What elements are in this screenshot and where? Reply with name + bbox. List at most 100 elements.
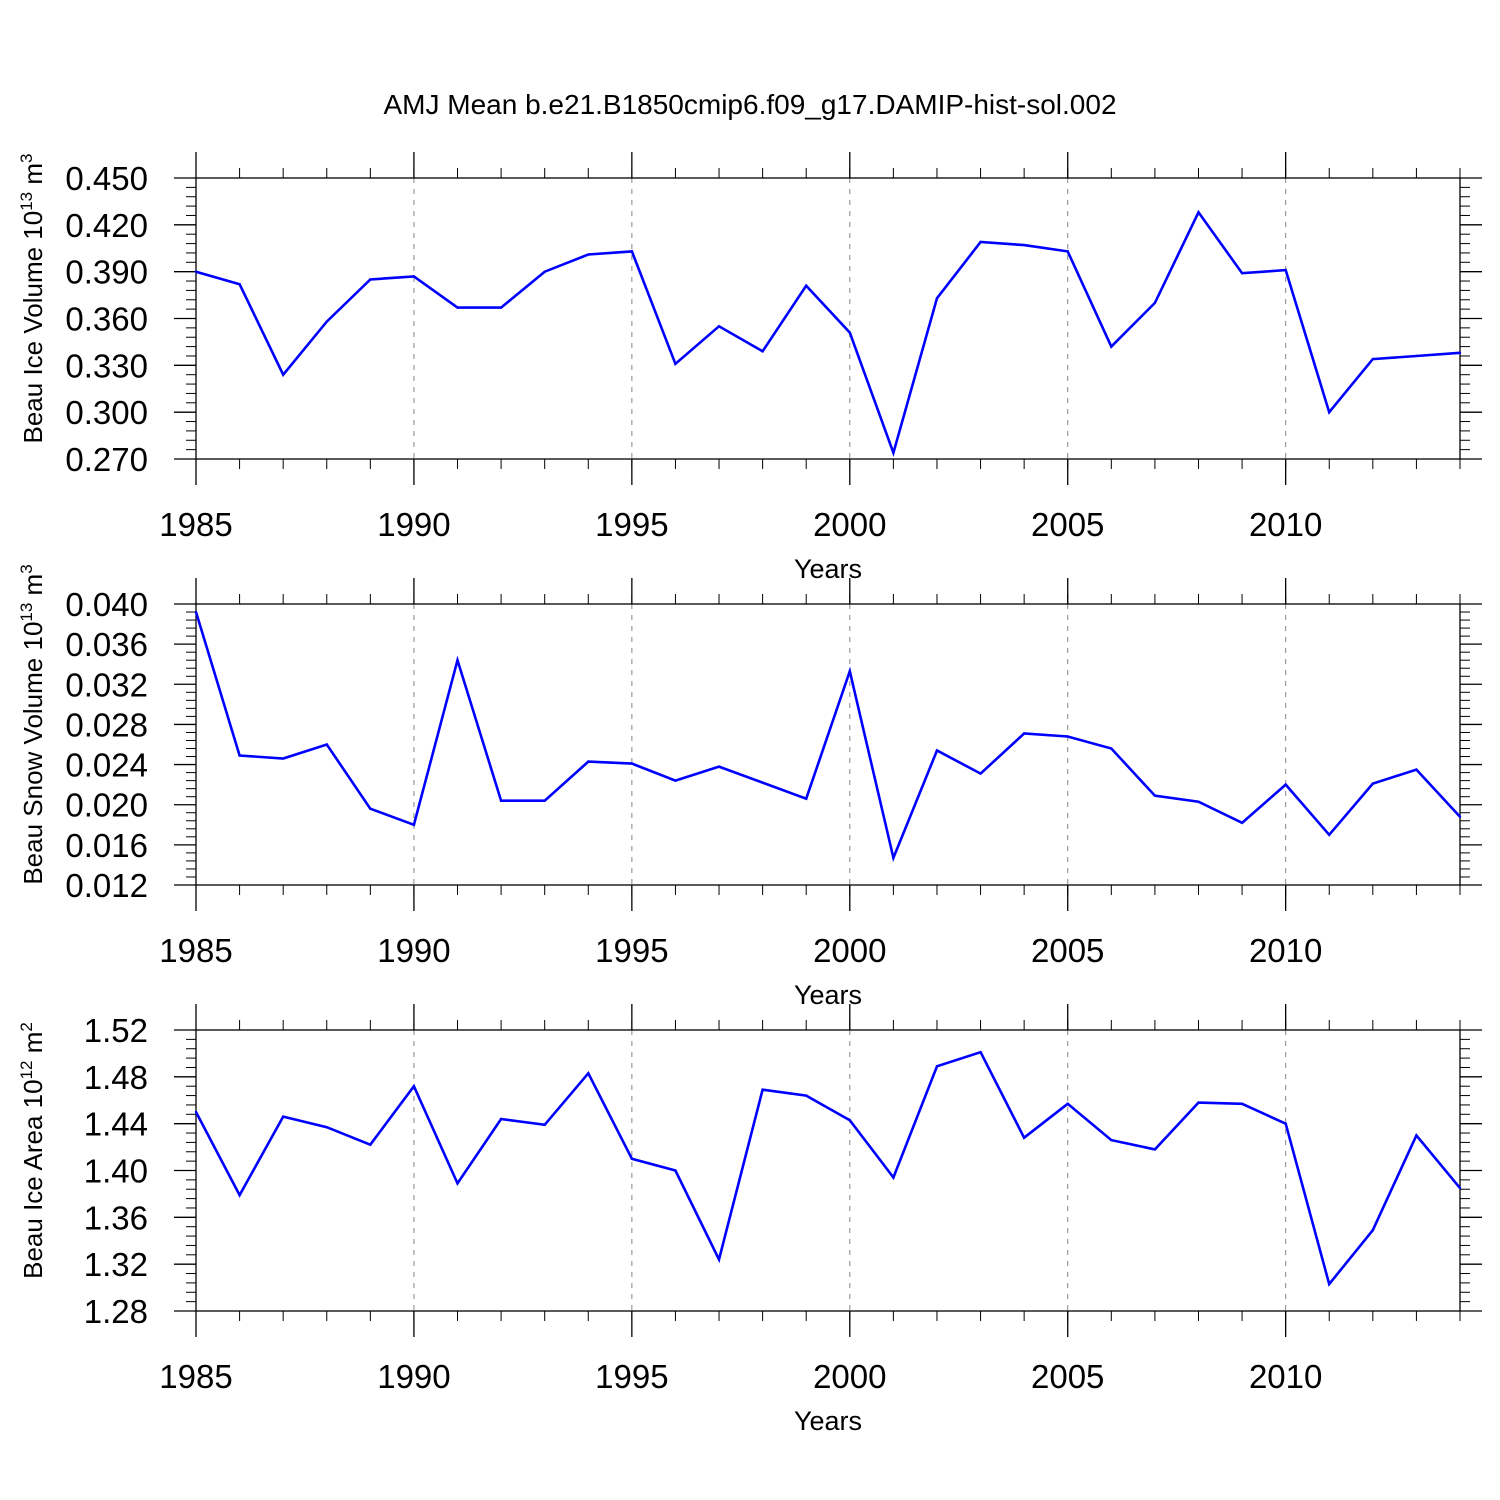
data-point xyxy=(892,1176,895,1179)
plot-frame xyxy=(195,177,1461,460)
data-point xyxy=(238,754,241,757)
data-point xyxy=(1328,410,1331,414)
chart-panel-1: 1985 1990 1995 2000 2005 2010 Years 0.450 0.420 0… xyxy=(17,152,1482,584)
chart-panel-2: 1985 1990 1995 2000 2005 2010Years0.0400.0360… xyxy=(17,564,1482,1010)
data-point xyxy=(979,772,982,775)
y-tick-label: 1.36 xyxy=(84,1199,148,1236)
data-point xyxy=(543,270,546,273)
x-tick-label: 2010 xyxy=(1249,506,1322,543)
data-point xyxy=(369,278,372,281)
y-tick-label: 0.028 xyxy=(65,706,148,743)
y-tick-label: 0.024 xyxy=(65,747,148,784)
data-point xyxy=(194,270,198,273)
y-tick-label: 0.390 xyxy=(65,254,148,291)
data-point xyxy=(848,670,851,673)
data-point xyxy=(630,250,634,253)
data-point xyxy=(761,350,764,353)
y-tick-label: 0.012 xyxy=(65,867,148,904)
data-point xyxy=(674,362,677,365)
y-tick-label: 0.040 xyxy=(65,586,148,623)
y-tick-label: 0.020 xyxy=(65,787,148,824)
data-point xyxy=(630,762,634,765)
x-tick-label: 2005 xyxy=(1031,1358,1104,1395)
data-point xyxy=(1240,821,1244,824)
data-point xyxy=(1153,301,1157,305)
y-tick-label: 0.032 xyxy=(65,666,148,703)
data-point xyxy=(325,743,328,746)
data-point xyxy=(499,799,503,802)
data-point xyxy=(1240,1102,1244,1105)
data-point xyxy=(1153,1148,1157,1151)
data-point xyxy=(848,1118,851,1122)
x-tick-label: 1985 xyxy=(159,1358,232,1395)
data-point xyxy=(761,781,764,784)
x-tick-label: 1995 xyxy=(595,506,668,543)
data-point xyxy=(1458,1186,1462,1190)
data-point xyxy=(1110,345,1113,348)
data-point xyxy=(238,282,241,286)
data-point xyxy=(194,1110,198,1114)
data-point xyxy=(630,1157,634,1160)
data-point xyxy=(761,1088,764,1091)
data-point xyxy=(935,749,939,752)
data-point xyxy=(1371,1229,1375,1232)
data-point xyxy=(717,325,721,328)
chart-title: AMJ Mean b.e21.B1850cmip6.f09_g17.DAMIP-… xyxy=(383,89,1116,120)
series-line xyxy=(194,1050,1462,1287)
x-tick-label: 1990 xyxy=(377,506,450,543)
data-point xyxy=(281,373,285,376)
data-point xyxy=(1240,272,1244,275)
data-point xyxy=(1066,1102,1069,1105)
y-tick-label: 0.016 xyxy=(65,827,148,864)
data-point xyxy=(717,765,721,768)
data-point xyxy=(805,284,808,287)
y-tick-label: 0.300 xyxy=(65,394,148,431)
data-point xyxy=(238,1193,241,1197)
data-point xyxy=(1197,1101,1200,1104)
x-tick-label: 2010 xyxy=(1249,932,1322,969)
x-tick-label: 1995 xyxy=(595,932,668,969)
y-tick-label: 1.44 xyxy=(84,1106,148,1143)
x-axis-title: Years xyxy=(794,980,862,1010)
x-tick-label: 1985 xyxy=(159,932,232,969)
y-tick-label: 0.036 xyxy=(65,626,148,663)
data-point xyxy=(456,306,459,309)
data-point xyxy=(1022,732,1026,735)
data-point xyxy=(892,856,895,860)
data-point xyxy=(848,331,851,334)
series-line xyxy=(195,209,1461,458)
data-point xyxy=(412,1085,416,1088)
y-axis-title: Beau Snow Volume 1013 m3 xyxy=(17,564,48,884)
data-point xyxy=(587,1072,590,1075)
data-point xyxy=(587,760,590,763)
chart-panel-3: 1985 1990 1995 2000 2005 2010 Years 1.52 1.48 1.4… xyxy=(17,1004,1482,1436)
chart-panels: 1985 1990 1995 2000 2005 2010 Years 0.450 0.420 0… xyxy=(17,152,1482,1436)
data-point xyxy=(194,610,198,614)
x-tick-label: 2000 xyxy=(813,506,886,543)
data-point xyxy=(1458,351,1462,355)
y-tick-label: 0.420 xyxy=(65,207,148,244)
x-tick-label: 1995 xyxy=(595,1358,668,1395)
data-point xyxy=(1110,1138,1113,1142)
data-point xyxy=(1284,783,1287,786)
y-tick-label: 1.40 xyxy=(84,1153,148,1190)
data-point xyxy=(1415,354,1418,358)
data-point xyxy=(805,797,808,800)
data-point xyxy=(979,1051,982,1054)
y-tick-label: 1.28 xyxy=(84,1293,148,1330)
data-point xyxy=(412,823,416,826)
data-point xyxy=(456,1182,459,1185)
data-point xyxy=(979,240,982,244)
data-point xyxy=(805,1094,808,1097)
data-point xyxy=(1328,833,1331,837)
x-tick-label: 2005 xyxy=(1031,932,1104,969)
data-point xyxy=(1022,243,1026,247)
data-point xyxy=(412,275,416,278)
data-point xyxy=(499,1117,503,1121)
data-point xyxy=(935,1065,939,1068)
data-point xyxy=(369,1143,372,1146)
data-point xyxy=(935,297,939,300)
data-point xyxy=(1415,768,1418,771)
data-point xyxy=(543,1123,546,1127)
data-point xyxy=(1022,1136,1026,1139)
